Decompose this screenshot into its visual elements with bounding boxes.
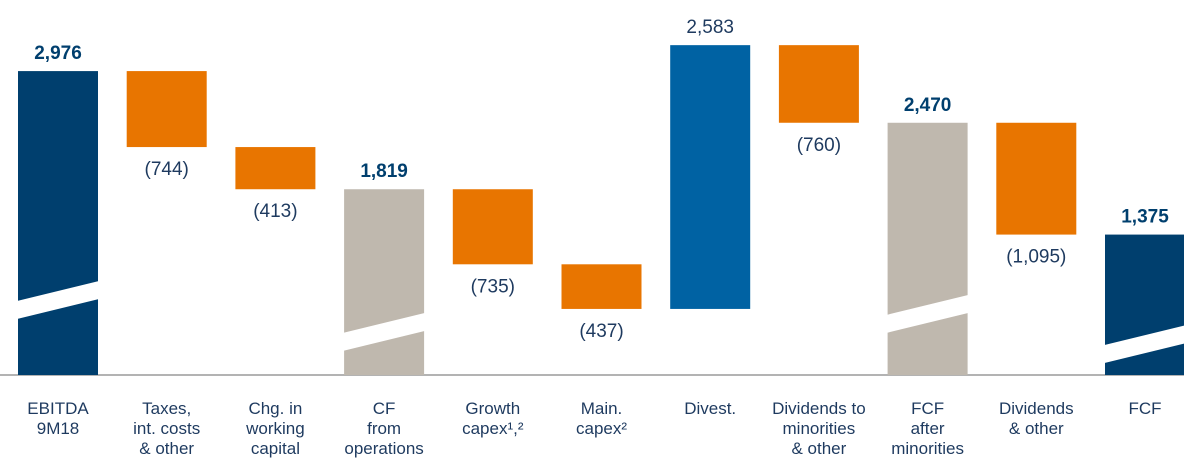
- x-tick-label: capex²: [576, 419, 627, 438]
- x-tick-label: FCF: [911, 399, 944, 418]
- x-tick-label: from: [367, 419, 401, 438]
- value-label: 1,819: [360, 161, 408, 182]
- x-tick-label: Main.: [581, 399, 623, 418]
- value-label: (760): [797, 135, 841, 156]
- value-label: (1,095): [1006, 247, 1066, 268]
- x-tick-label: after: [911, 419, 945, 438]
- x-tick-label: Chg. in: [248, 399, 302, 418]
- x-tick-label: & other: [1009, 419, 1064, 438]
- x-tick-label: working: [245, 419, 305, 438]
- value-label: (413): [253, 201, 297, 222]
- bar: [18, 71, 98, 375]
- axis-break: [17, 280, 99, 319]
- x-tick-label: Taxes,: [142, 399, 191, 418]
- bar: [670, 45, 751, 309]
- value-label: 2,470: [904, 95, 952, 116]
- bar: [778, 45, 859, 123]
- x-tick-label: & other: [791, 439, 846, 458]
- bar: [561, 264, 642, 309]
- x-tick-label: Dividends to: [772, 399, 866, 418]
- x-tick-label: minorities: [783, 419, 856, 438]
- x-tick-label: 9M18: [37, 419, 80, 438]
- value-label: 2,583: [686, 17, 734, 38]
- bar: [887, 122, 968, 375]
- x-tick-label: Dividends: [999, 399, 1074, 418]
- value-label: 2,976: [34, 43, 82, 64]
- axis-break: [343, 312, 426, 351]
- x-tick-label: CF: [373, 399, 396, 418]
- x-tick-label: & other: [139, 439, 194, 458]
- bar: [996, 122, 1077, 235]
- x-tick-label: operations: [344, 439, 423, 458]
- x-tick-label: minorities: [891, 439, 964, 458]
- x-tick-label: capital: [251, 439, 300, 458]
- bar: [452, 189, 533, 265]
- value-label: (744): [145, 159, 189, 180]
- value-label: (735): [471, 276, 515, 297]
- value-label: (437): [579, 321, 623, 342]
- bar: [126, 71, 207, 148]
- value-label: 1,375: [1121, 207, 1169, 228]
- x-tick-label: Growth: [465, 399, 520, 418]
- x-tick-label: EBITDA: [27, 399, 89, 418]
- x-tick-label: FCF: [1128, 399, 1161, 418]
- x-tick-label: Divest.: [684, 399, 736, 418]
- x-tick-label: int. costs: [133, 419, 200, 438]
- axis-break: [1104, 325, 1184, 364]
- x-tick-label: capex¹,²: [462, 419, 524, 438]
- bar: [235, 147, 316, 190]
- axis-break: [886, 294, 969, 333]
